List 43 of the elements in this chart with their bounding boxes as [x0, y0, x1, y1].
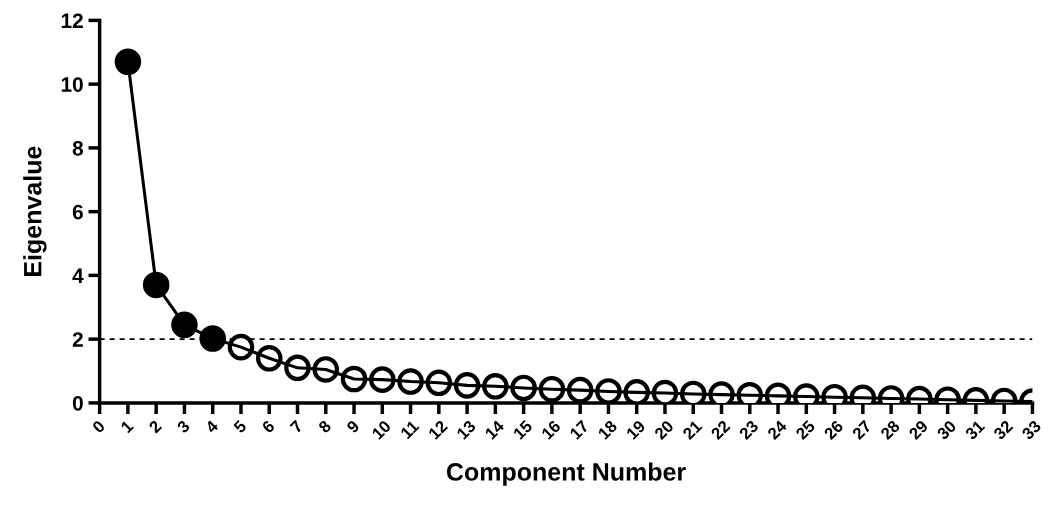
- y-axis-title: Eigenvalue: [23, 146, 47, 276]
- x-tick-label: 29: [908, 419, 929, 441]
- x-tick-label: 7: [289, 419, 304, 434]
- x-tick-label: 17: [569, 419, 590, 440]
- x-tick-label: 22: [710, 419, 731, 441]
- x-tick-label: 8: [317, 419, 332, 434]
- x-tick-label: 6: [261, 419, 276, 434]
- x-tick-label: 15: [512, 419, 534, 440]
- y-tick-label: 8: [72, 140, 84, 156]
- x-tick-label: 11: [400, 419, 420, 440]
- x-tick-label: 18: [597, 419, 618, 440]
- x-tick-label: 2: [148, 419, 163, 434]
- x-tick-label: 12: [427, 419, 448, 440]
- x-tick-label: 27: [851, 419, 872, 441]
- x-tick-label: 1: [120, 419, 134, 434]
- x-tick-label: 25: [794, 419, 816, 441]
- x-tick-label: 9: [345, 419, 361, 434]
- x-tick-label: 4: [204, 419, 219, 434]
- x-tick-label: 19: [625, 419, 646, 440]
- x-tick-label: 14: [484, 419, 505, 440]
- x-tick-label: 13: [456, 419, 477, 440]
- x-tick-label: 23: [738, 419, 760, 441]
- x-tick-label: 16: [540, 419, 562, 440]
- x-tick-label: 0: [91, 419, 106, 434]
- y-tick-label: 0: [72, 395, 83, 411]
- x-tick-label: 10: [371, 419, 392, 440]
- x-tick-label: 3: [176, 419, 191, 434]
- x-tick-label: 31: [964, 419, 986, 441]
- y-tick-label: 10: [61, 77, 83, 92]
- x-tick-label: 33: [1020, 419, 1042, 441]
- x-tick-label: 30: [936, 419, 957, 441]
- y-tick-label: 4: [72, 268, 84, 283]
- y-tick-label: 2: [72, 332, 83, 347]
- y-tick-label: 6: [72, 204, 83, 220]
- x-tick-label: 5: [233, 419, 248, 434]
- x-tick-label: 21: [681, 419, 703, 441]
- y-tick-label: 12: [61, 13, 83, 28]
- x-axis-title: Component Number: [446, 462, 686, 486]
- x-tick-label: 32: [992, 419, 1014, 441]
- x-tick-label: 20: [653, 419, 675, 441]
- x-tick-label: 26: [823, 419, 844, 441]
- x-tick-label: 28: [879, 419, 901, 441]
- x-tick-label: 24: [766, 419, 788, 441]
